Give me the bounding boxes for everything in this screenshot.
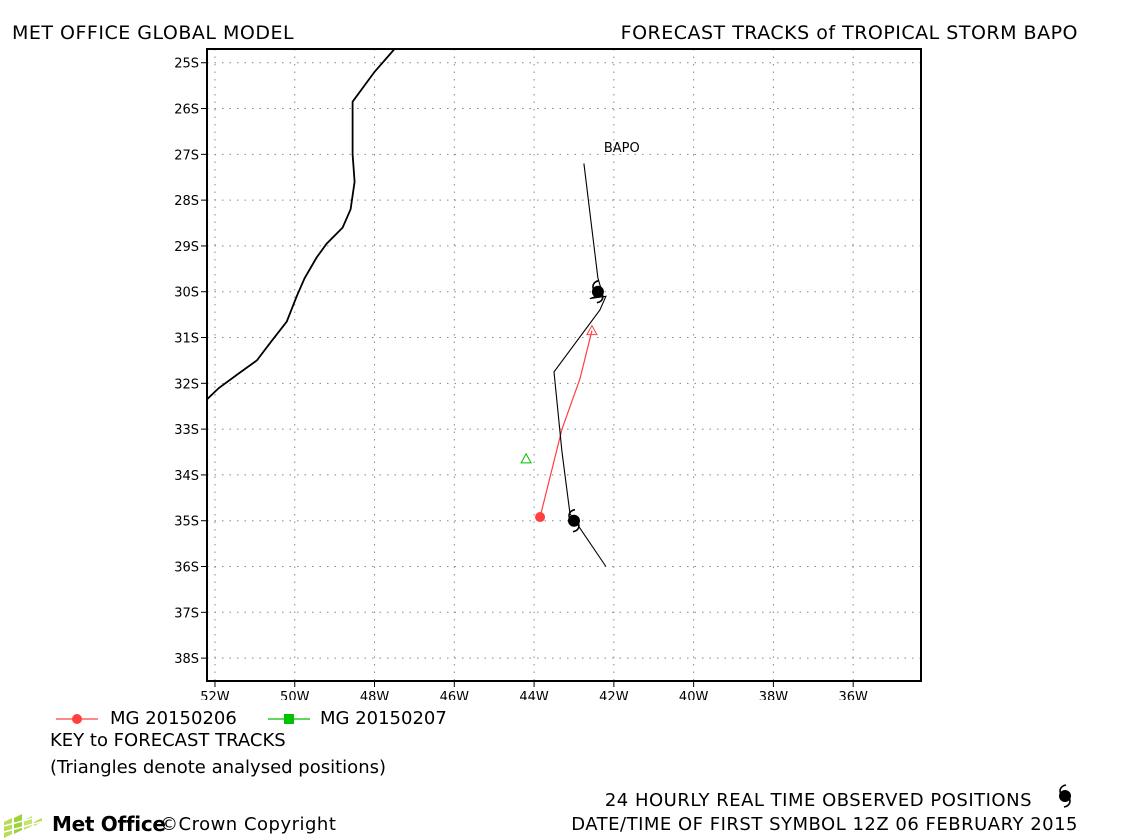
lat-tick-label: 38S bbox=[174, 652, 199, 667]
forecast-track-line bbox=[539, 330, 593, 518]
forecast-tracks bbox=[520, 324, 598, 523]
lat-tick-label: 32S bbox=[174, 377, 199, 392]
lat-tick-label: 37S bbox=[174, 606, 199, 621]
lon-tick-label: 52W bbox=[200, 690, 230, 700]
forecast-position-marker bbox=[535, 512, 546, 523]
coastline-path bbox=[206, 48, 396, 400]
lat-tick-label: 27S bbox=[174, 148, 199, 163]
lon-tick-label: 40W bbox=[679, 690, 709, 700]
lon-tick-label: 46W bbox=[440, 690, 470, 700]
legend-swatch-mg-20150207 bbox=[268, 714, 310, 724]
forecast-track-map: 25S 26S 27S 28S 29S 30S 31S 32S 33S 34S 35S 36S 37S 3… bbox=[174, 48, 922, 700]
lat-tick-label: 26S bbox=[174, 103, 199, 118]
lat-tick-label: 33S bbox=[174, 423, 199, 438]
lon-tick-label: 50W bbox=[280, 690, 310, 700]
analysed-position-triangle bbox=[520, 452, 532, 464]
lat-tick-label: 28S bbox=[174, 194, 199, 209]
observed-positions-label: 24 HOURLY REAL TIME OBSERVED POSITIONS bbox=[604, 790, 1032, 811]
first-symbol-date: DATE/TIME OF FIRST SYMBOL 12Z 06 FEBRUAR… bbox=[571, 814, 1078, 835]
map-frame bbox=[206, 48, 922, 682]
lat-tick-label: 30S bbox=[174, 286, 199, 301]
tropical-storm-icon bbox=[567, 508, 580, 533]
lat-tick-label: 34S bbox=[174, 469, 199, 484]
lon-tick-label: 44W bbox=[519, 690, 549, 700]
lat-tick-label: 36S bbox=[174, 561, 199, 576]
grid-lines bbox=[207, 49, 921, 681]
storm-label: BAPO bbox=[604, 141, 640, 156]
lat-tick-label: 29S bbox=[174, 240, 199, 255]
key-note: (Triangles denote analysed positions) bbox=[50, 757, 387, 778]
met-office-logo-icon bbox=[4, 813, 49, 838]
observed-track-line bbox=[553, 163, 607, 567]
legend-label-mg-20150207: MG 20150207 bbox=[320, 708, 447, 729]
analysed-position-triangle bbox=[586, 324, 598, 336]
lat-tick-label: 31S bbox=[174, 332, 199, 347]
lat-tick-label: 35S bbox=[174, 515, 199, 530]
key-title: KEY to FORECAST TRACKS bbox=[50, 730, 286, 751]
lat-tick-label: 25S bbox=[174, 57, 199, 72]
lon-tick-label: 36W bbox=[838, 690, 868, 700]
lon-tick-label: 42W bbox=[599, 690, 629, 700]
tropical-storm-icon bbox=[1059, 784, 1071, 808]
model-title: MET OFFICE GLOBAL MODEL bbox=[12, 22, 295, 44]
observed-track bbox=[553, 163, 607, 567]
tropical-storm-icon bbox=[591, 279, 604, 304]
coastline bbox=[206, 48, 396, 400]
chart-title: FORECAST TRACKS of TROPICAL STORM BAPO bbox=[620, 22, 1078, 44]
lon-tick-label: 48W bbox=[360, 690, 390, 700]
lon-tick-label: 38W bbox=[759, 690, 789, 700]
copyright: ©Crown Copyright bbox=[160, 814, 337, 835]
brand-name: Met Office bbox=[52, 812, 166, 836]
legend-label-mg-20150206: MG 20150206 bbox=[110, 708, 237, 729]
axis-ticks: 25S 26S 27S 28S 29S 30S 31S 32S 33S 34S 35S 36S 37S 3… bbox=[174, 57, 868, 700]
legend-swatch-mg-20150206 bbox=[56, 714, 98, 724]
